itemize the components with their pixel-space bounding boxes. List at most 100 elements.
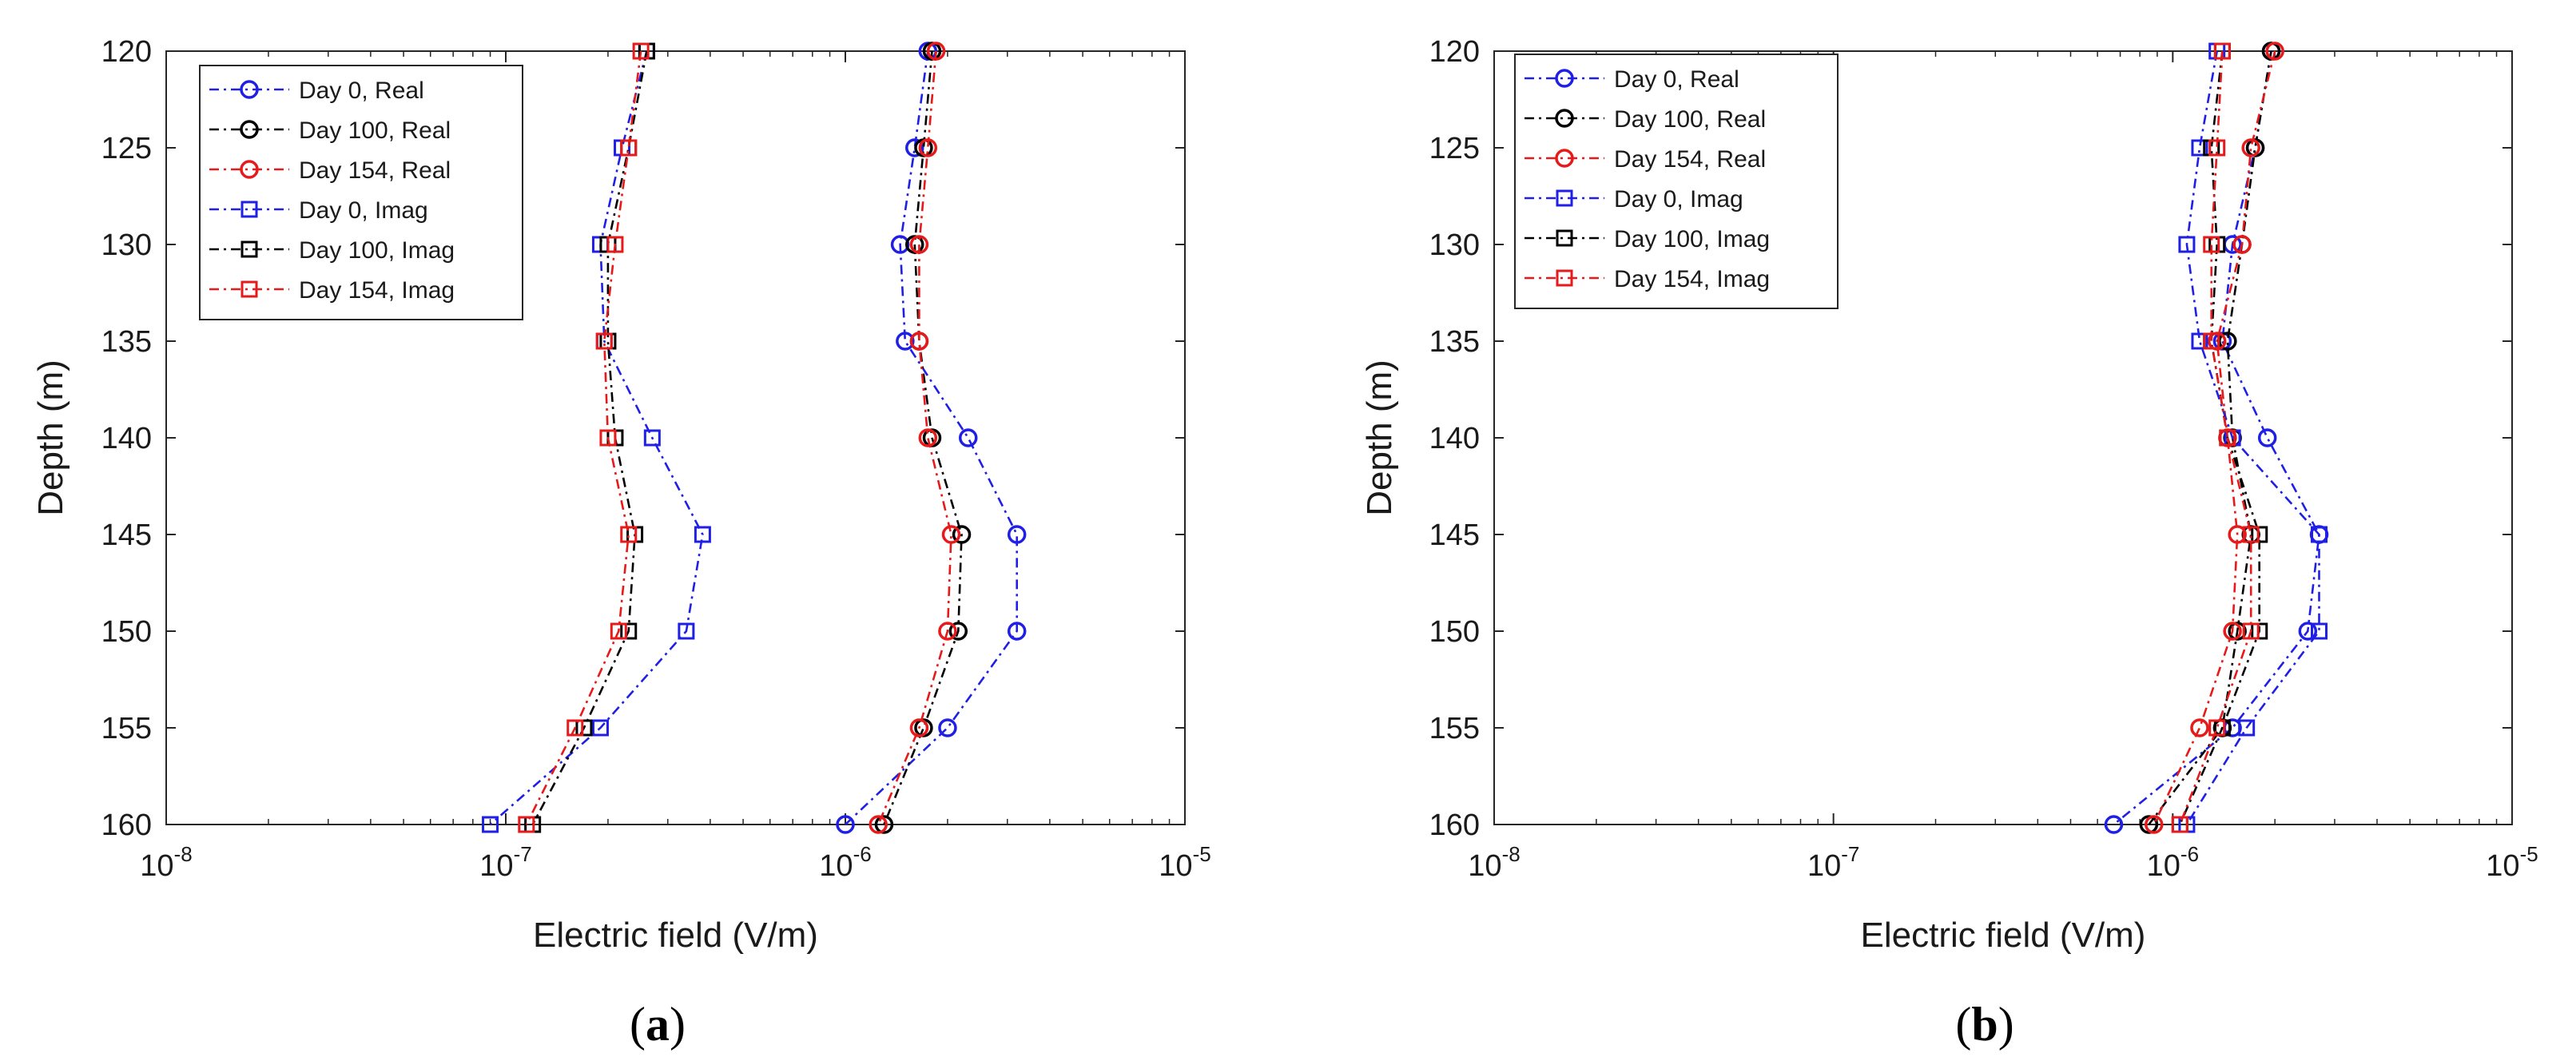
x-axis-label: Electric field (V/m): [1861, 916, 2146, 955]
legend-label: Day 100, Real: [1614, 106, 1766, 133]
data-point: [678, 622, 695, 640]
data-point: [566, 719, 584, 737]
legend-marker: [1555, 149, 1574, 168]
data-point: [2190, 718, 2209, 737]
series-line: [2179, 50, 2252, 825]
data-point: [2251, 622, 2268, 640]
legend-label: Day 0, Imag: [299, 197, 428, 224]
legend-label: Day 100, Imag: [1614, 226, 1770, 252]
data-point: [952, 525, 972, 544]
y-tick-label: 120: [101, 35, 152, 69]
y-tick-label: 155: [101, 712, 152, 745]
data-point: [2104, 815, 2124, 834]
legend-box: [199, 65, 523, 320]
legend: Day 0, Real Day 100, Real Day 154, Real Day…: [199, 65, 523, 320]
data-point: [896, 332, 915, 351]
y-axis-label: Depth (m): [1360, 360, 1399, 516]
data-point: [632, 42, 650, 60]
x-axis-label: Electric field (V/m): [533, 916, 818, 955]
series-day-154-real: [869, 42, 961, 834]
y-tick-label: 150: [1429, 615, 1480, 649]
data-point: [2298, 622, 2318, 641]
legend-label: Day 154, Imag: [1614, 266, 1770, 292]
legend-marker: [1556, 189, 1573, 207]
data-point: [2208, 139, 2226, 157]
data-point: [620, 139, 638, 157]
series-line: [2185, 50, 2320, 825]
data-point: [606, 236, 624, 253]
y-tick-label: 155: [1429, 712, 1480, 745]
data-point: [2212, 332, 2232, 351]
data-point: [620, 526, 638, 543]
legend-label: Day 154, Imag: [299, 277, 455, 304]
data-point: [918, 138, 938, 157]
data-point: [2265, 42, 2284, 61]
data-point: [2213, 42, 2231, 60]
data-point: [890, 235, 910, 254]
data-point: [2232, 235, 2252, 254]
data-point: [2238, 719, 2256, 737]
x-tick-label: 10-8: [140, 842, 192, 883]
data-point: [874, 815, 894, 834]
data-point: [1007, 622, 1027, 641]
series-day-154-imag: [2171, 42, 2260, 833]
y-tick-label: 130: [1429, 228, 1480, 262]
series-line: [525, 50, 642, 825]
series-day-0-real: [836, 42, 1027, 834]
x-tick-label: 10-5: [2486, 842, 2538, 883]
y-tick-label: 150: [101, 615, 152, 649]
data-point: [518, 816, 535, 833]
legend-marker: [241, 201, 258, 218]
data-point: [918, 428, 938, 447]
legend-label: Day 0, Real: [1614, 66, 1739, 93]
data-point: [2191, 332, 2208, 350]
data-point: [941, 525, 961, 544]
legend-label: Day 154, Real: [299, 157, 451, 184]
y-tick-label: 160: [1429, 809, 1480, 842]
data-point: [2311, 622, 2328, 640]
data-point: [2145, 815, 2164, 834]
y-tick-label: 145: [101, 519, 152, 552]
legend-marker: [1555, 69, 1574, 88]
x-tick-label: 10-5: [1159, 842, 1210, 883]
data-point: [599, 429, 617, 447]
data-point: [620, 622, 638, 640]
y-tick-label: 140: [1429, 422, 1480, 455]
data-point: [2242, 622, 2260, 640]
data-point: [643, 429, 661, 447]
series-day-154-imag: [518, 42, 650, 833]
data-point: [909, 332, 929, 351]
x-tick-label: 10-6: [819, 842, 871, 883]
legend: Day 0, Real Day 100, Real Day 154, Real Day…: [1514, 54, 1839, 309]
data-point: [591, 719, 609, 737]
legend-marker: [240, 120, 259, 139]
data-point: [905, 138, 924, 157]
data-point: [948, 622, 968, 641]
y-tick-label: 120: [1429, 35, 1480, 69]
series-line: [489, 50, 704, 825]
data-point: [2219, 429, 2236, 447]
series-line: [883, 50, 963, 825]
data-point: [1007, 525, 1027, 544]
data-point: [2228, 525, 2247, 544]
data-point: [610, 622, 627, 640]
legend-label: Day 154, Real: [1614, 146, 1766, 173]
x-tick-label: 10-8: [1468, 842, 1520, 883]
legend-marker: [1556, 229, 1573, 247]
data-point: [2241, 138, 2260, 157]
x-tick-label: 10-6: [2147, 842, 2199, 883]
legend-marker: [1555, 109, 1574, 128]
data-point: [2311, 526, 2328, 543]
data-point: [938, 718, 957, 737]
data-point: [2139, 815, 2159, 834]
data-point: [836, 815, 855, 834]
series-line: [845, 50, 1018, 825]
data-point: [575, 719, 593, 737]
data-point: [958, 428, 978, 447]
y-axis-label: Depth (m): [31, 360, 70, 516]
legend-label: Day 0, Real: [299, 77, 424, 104]
legend-label: Day 100, Imag: [299, 237, 455, 264]
